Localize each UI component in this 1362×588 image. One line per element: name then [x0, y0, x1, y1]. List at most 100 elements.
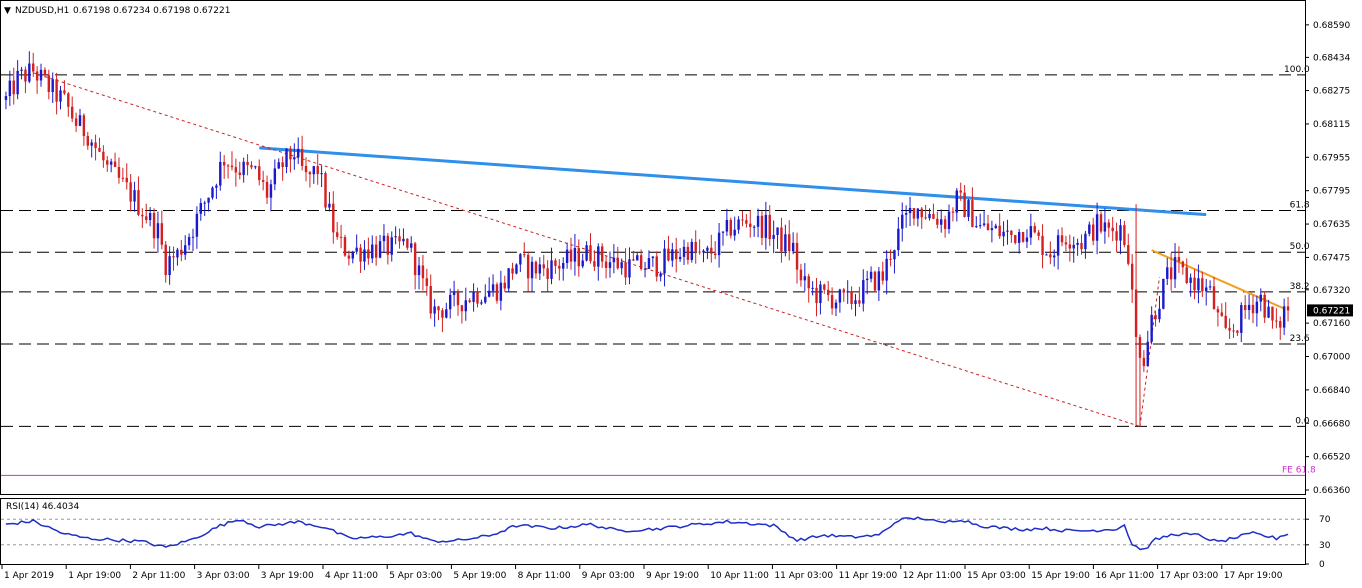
candle-bear: [129, 182, 132, 202]
candle-bull: [487, 290, 491, 297]
candle-bear: [881, 271, 884, 281]
candle-bear: [912, 207, 916, 219]
rsi-indicator: 70 30 0: [1, 515, 1331, 570]
candle-bull: [351, 251, 354, 259]
candle-bear: [1037, 232, 1040, 236]
candle-bull: [269, 184, 273, 198]
candle-bull: [706, 247, 709, 251]
candle-bear: [675, 249, 678, 260]
candle-bear: [160, 223, 164, 245]
candle-bear: [1041, 235, 1044, 256]
time-tick-label: 12 Apr 11:00: [903, 571, 962, 581]
candle-bear: [265, 181, 269, 198]
candle-bear: [1010, 230, 1013, 236]
candle-bull: [1247, 304, 1251, 311]
candle-bull: [901, 214, 904, 229]
candle-bull: [254, 166, 257, 168]
candle-bear: [1224, 315, 1227, 328]
candle-bull: [273, 168, 277, 185]
candle-bull: [791, 242, 795, 252]
candle-bull: [28, 63, 31, 82]
candle-bear: [963, 192, 966, 217]
candle-bear: [1049, 254, 1052, 258]
candle-bull: [20, 69, 23, 71]
candle-bear: [827, 289, 830, 296]
candle-bear: [347, 255, 351, 259]
candle-bull: [1240, 305, 1243, 333]
candle-bear: [511, 268, 514, 274]
time-tick-label: 1 Apr 2019: [4, 571, 54, 581]
candle-bull: [538, 264, 542, 274]
fibonacci-levels: 100.0 61.8 50.0 38.2 23.6 0.0 FE 61.8: [1, 65, 1316, 476]
candle-bull: [659, 273, 662, 277]
candle-bull: [967, 200, 970, 217]
candle-bear: [460, 305, 464, 312]
candle-bear: [113, 161, 117, 167]
candle-bull: [865, 278, 869, 281]
time-tick-label: 9 Apr 19:00: [646, 571, 699, 581]
candle-bear: [842, 289, 846, 293]
candle-bear: [1177, 257, 1181, 262]
candle-bull: [877, 271, 881, 291]
candle-bear: [261, 180, 265, 182]
candle-bear: [246, 161, 249, 166]
candle-bull: [628, 259, 631, 278]
candle-bull: [862, 280, 865, 304]
candle-bear: [920, 208, 923, 218]
candle-bull: [947, 211, 951, 230]
time-tick-label: 4 Apr 11:00: [325, 571, 378, 581]
candle-bull: [464, 300, 467, 312]
candle-bull: [1150, 314, 1153, 342]
candle-bull: [647, 258, 651, 269]
candle-bear: [1232, 330, 1235, 332]
candle-bull: [433, 306, 436, 314]
candle-bear: [1064, 242, 1068, 245]
candle-bull: [215, 185, 218, 188]
candle-bull: [838, 289, 842, 303]
candle-bear: [437, 306, 440, 311]
candle-bear: [300, 148, 304, 166]
candle-bull: [811, 287, 814, 289]
candle-bear: [1130, 263, 1134, 290]
price-tick-label: 0.66520: [1313, 453, 1350, 463]
candle-bear: [1236, 330, 1239, 333]
time-tick-label: 15 Apr 19:00: [1031, 571, 1090, 581]
candle-bull: [721, 231, 725, 233]
candle-bear: [830, 295, 834, 309]
trendlines: [33, 72, 1285, 427]
price-tick-label: 0.67475: [1313, 253, 1350, 263]
candle-bull: [285, 148, 288, 168]
price-tick-label: 0.68275: [1313, 87, 1350, 97]
candle-bear: [1111, 227, 1114, 232]
candle-bull: [581, 260, 584, 267]
candle-bull: [752, 226, 756, 228]
candle-bear: [1169, 267, 1173, 280]
candle-bull: [480, 302, 483, 304]
candle-bear: [238, 172, 241, 175]
candle-bull: [897, 228, 900, 251]
candle-bull: [1025, 237, 1029, 242]
candle-bull: [1056, 235, 1060, 256]
time-tick-label: 5 Apr 03:00: [389, 571, 442, 581]
candle-bull: [1076, 242, 1079, 245]
candle-bull: [1045, 254, 1048, 256]
candle-bull: [195, 213, 199, 237]
candle-bull: [573, 248, 577, 262]
candle-bull: [156, 223, 160, 239]
candle-bull: [834, 302, 838, 309]
candle-bull: [1119, 225, 1122, 241]
candle-bear: [367, 249, 370, 259]
candle-bull: [148, 213, 152, 221]
candle-bull: [643, 268, 647, 270]
candle-bull: [507, 268, 510, 289]
symbol-menu-icon[interactable]: ▼: [4, 6, 11, 16]
candle-bear: [12, 80, 15, 95]
candle-bull: [733, 229, 736, 236]
candle-bear: [456, 292, 460, 306]
time-tick-label: 3 Apr 19:00: [261, 571, 314, 581]
candle-bear: [32, 63, 35, 72]
candle-bear: [308, 172, 312, 175]
candle-bear: [624, 262, 627, 278]
current-price-box: [1307, 304, 1353, 317]
